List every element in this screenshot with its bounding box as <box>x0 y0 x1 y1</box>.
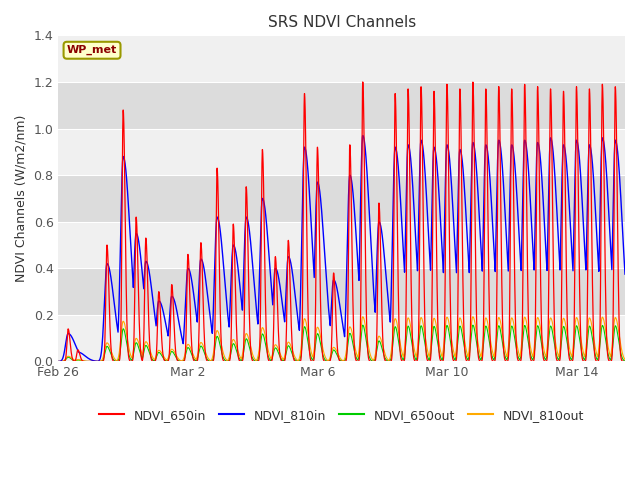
Bar <box>58 222 625 268</box>
NDVI_650in <box>359 79 367 85</box>
Bar <box>58 36 625 82</box>
NDVI_810out <box>359 314 367 320</box>
NDVI_650in <box>423 357 431 362</box>
Line: NDVI_650in: NDVI_650in <box>58 82 625 361</box>
NDVI_810in <box>271 267 279 273</box>
NDVI_810out <box>520 314 528 320</box>
Bar <box>58 175 625 222</box>
Line: NDVI_810in: NDVI_810in <box>58 135 625 361</box>
NDVI_810out <box>477 352 485 358</box>
NDVI_810in <box>157 302 165 308</box>
NDVI_650out <box>520 323 528 328</box>
NDVI_810out <box>92 359 99 364</box>
NDVI_810out <box>423 346 431 351</box>
NDVI_810in <box>477 251 485 256</box>
Y-axis label: NDVI Channels (W/m2/nm): NDVI Channels (W/m2/nm) <box>15 115 28 282</box>
NDVI_650out <box>92 359 99 364</box>
NDVI_810out <box>54 359 62 364</box>
NDVI_650in <box>520 84 528 90</box>
NDVI_650out <box>477 356 485 361</box>
Bar <box>58 82 625 129</box>
Bar <box>58 315 625 361</box>
NDVI_810in <box>621 271 629 277</box>
NDVI_810in <box>359 132 367 138</box>
Bar <box>58 129 625 175</box>
NDVI_650in <box>395 296 403 301</box>
Title: SRS NDVI Channels: SRS NDVI Channels <box>268 15 416 30</box>
NDVI_650out <box>271 345 279 351</box>
NDVI_650out <box>54 359 62 364</box>
NDVI_650in <box>271 258 279 264</box>
Bar <box>58 268 625 315</box>
NDVI_650out <box>395 338 403 344</box>
NDVI_810in <box>520 139 528 144</box>
NDVI_650out <box>157 352 165 358</box>
NDVI_650in <box>54 359 62 364</box>
NDVI_810in <box>423 203 431 208</box>
NDVI_810in <box>394 165 402 170</box>
NDVI_650out <box>621 358 629 364</box>
Line: NDVI_810out: NDVI_810out <box>58 317 625 361</box>
NDVI_650in <box>621 359 629 364</box>
NDVI_650out <box>359 322 367 328</box>
NDVI_810out <box>271 342 279 348</box>
NDVI_650in <box>92 359 100 364</box>
NDVI_650in <box>477 359 485 364</box>
NDVI_810out <box>395 329 403 335</box>
Text: WP_met: WP_met <box>67 45 117 55</box>
NDVI_650out <box>423 352 431 358</box>
NDVI_810in <box>54 359 62 364</box>
NDVI_650in <box>157 331 165 337</box>
Line: NDVI_650out: NDVI_650out <box>58 325 625 361</box>
NDVI_810out <box>157 350 165 356</box>
Legend: NDVI_650in, NDVI_810in, NDVI_650out, NDVI_810out: NDVI_650in, NDVI_810in, NDVI_650out, NDV… <box>94 404 589 427</box>
NDVI_810out <box>621 357 629 362</box>
